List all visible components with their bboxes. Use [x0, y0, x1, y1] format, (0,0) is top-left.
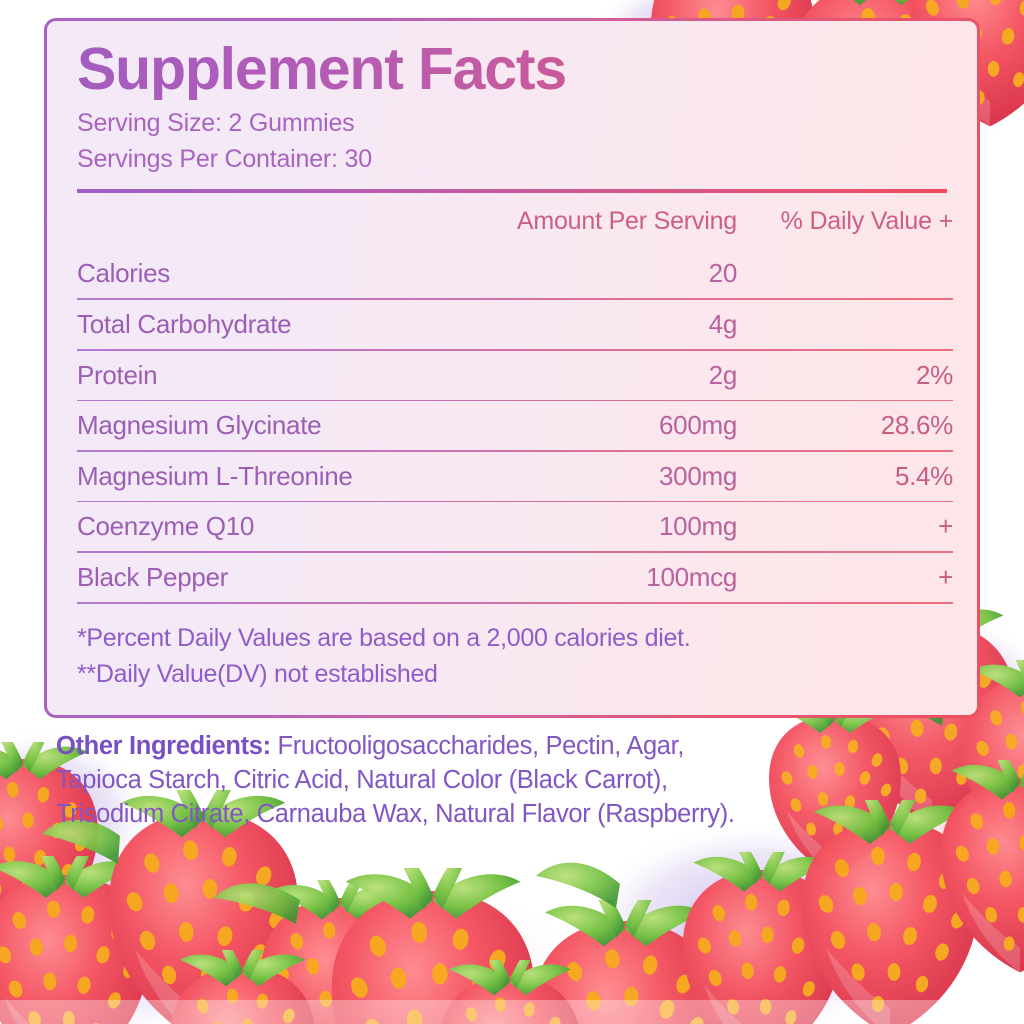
nutrient-name: Total Carbohydrate	[77, 308, 292, 339]
table-header-row: Amount Per Serving % Daily Value +	[77, 193, 953, 249]
table-body: Calories 20 Total Carbohydrate 4g Protein 2g 2…	[77, 249, 953, 604]
nutrient-amount: 4g	[708, 308, 738, 339]
nutrient-name: Calories	[77, 258, 170, 289]
footnotes: *Percent Daily Values are based on a 2,0…	[77, 604, 947, 692]
row-separator	[77, 450, 953, 452]
footnote-dv-not-established: **Daily Value(DV) not established	[77, 659, 438, 688]
table-row: Magnesium L-Threonine 300mg 5.4%	[77, 452, 953, 501]
row-separator	[77, 298, 953, 300]
supplement-facts-panel: Supplement Facts Serving Size: 2 Gummies…	[44, 18, 980, 718]
supplement-facts-table: Amount Per Serving % Daily Value + Calor…	[77, 193, 953, 604]
nutrient-name: Protein	[77, 359, 158, 390]
nutrient-amount: 300mg	[659, 460, 737, 491]
row-separator	[77, 601, 953, 604]
footnote-percent-daily-values: *Percent Daily Values are based on a 2,0…	[77, 623, 691, 652]
nutrient-amount: 100mcg	[646, 561, 737, 592]
header-divider-thick	[77, 189, 947, 194]
servings-per-container-line: Servings Per Container: 30	[77, 144, 372, 173]
header-amount-per-serving: Amount Per Serving	[516, 206, 737, 235]
nutrient-daily-value: 2%	[916, 359, 953, 390]
row-separator	[77, 551, 953, 553]
nutrient-amount: 2g	[708, 359, 738, 390]
serving-size-line: Serving Size: 2 Gummies	[77, 109, 355, 138]
nutrient-daily-value: +	[938, 511, 953, 542]
nutrient-amount: 600mg	[659, 410, 737, 441]
nutrient-name: Magnesium Glycinate	[77, 410, 322, 441]
panel-inner: Supplement Facts Serving Size: 2 Gummies…	[47, 21, 977, 715]
nutrient-amount: 100mg	[659, 511, 737, 542]
other-ingredients-text: Fructooligosaccharides, Pectin, Agar, Ta…	[56, 732, 735, 828]
nutrient-daily-value: 5.4%	[894, 460, 953, 491]
table-row: Magnesium Glycinate 600mg 28.6%	[77, 401, 953, 450]
nutrient-name: Black Pepper	[77, 561, 229, 592]
table-row: Total Carbohydrate 4g	[77, 300, 953, 349]
nutrient-daily-value	[737, 249, 953, 298]
other-ingredients-label: Other Ingredients:	[56, 732, 271, 760]
row-separator	[77, 500, 953, 503]
nutrient-amount: 20	[708, 258, 738, 289]
table-row: Protein 2g 2%	[77, 351, 953, 400]
nutrient-name: Magnesium L-Threonine	[77, 460, 353, 491]
table-row: Black Pepper 100mcg +	[77, 553, 953, 602]
header-daily-value: % Daily Value +	[780, 206, 954, 235]
nutrient-daily-value: 28.6%	[880, 410, 954, 441]
nutrient-name: Coenzyme Q10	[77, 511, 255, 542]
nutrient-daily-value	[737, 300, 953, 349]
header-nutrient	[77, 193, 447, 249]
page-title: Supplement Facts	[77, 38, 947, 100]
row-separator	[77, 399, 953, 402]
table-row: Calories 20	[77, 249, 953, 298]
row-separator	[77, 348, 953, 351]
other-ingredients: Other Ingredients: Fructooligosaccharide…	[56, 730, 746, 832]
nutrient-daily-value: +	[938, 561, 953, 592]
table-row: Coenzyme Q10 100mg +	[77, 502, 953, 551]
